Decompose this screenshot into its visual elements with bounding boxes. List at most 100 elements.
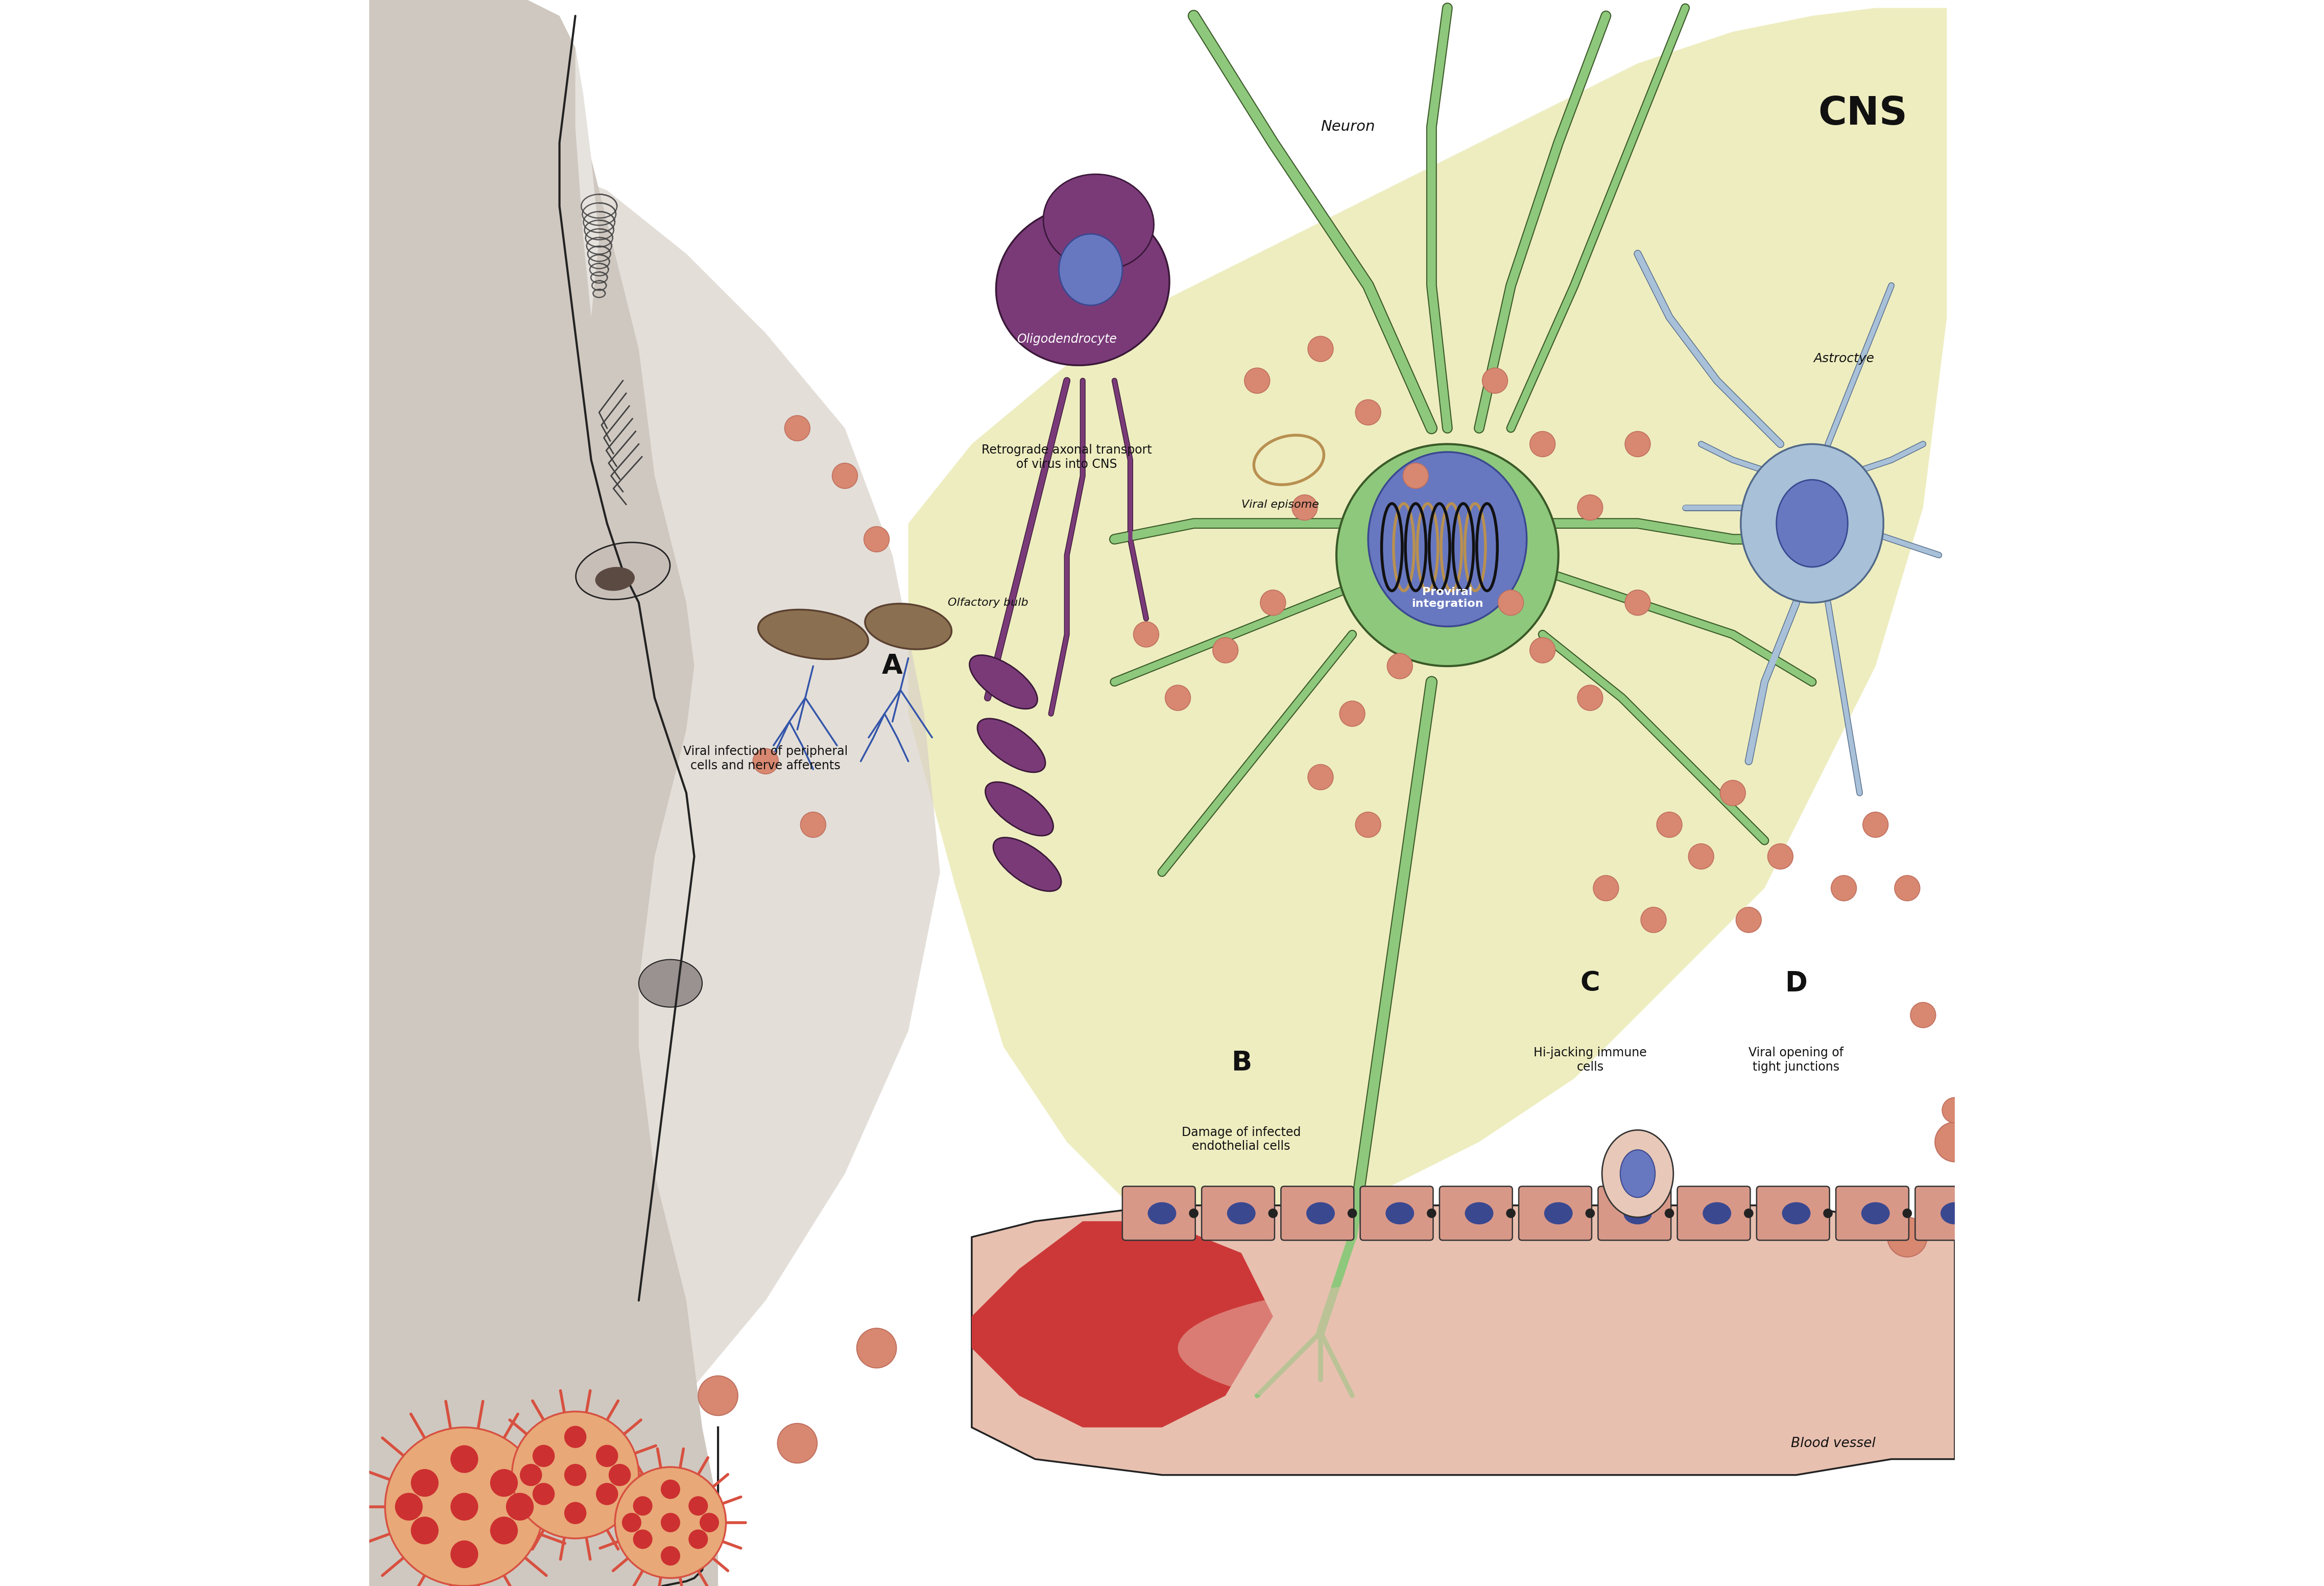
Ellipse shape <box>1506 1209 1515 1218</box>
Ellipse shape <box>1941 1202 1968 1224</box>
Ellipse shape <box>997 206 1169 365</box>
Text: Olfactory bulb: Olfactory bulb <box>948 598 1030 607</box>
Ellipse shape <box>1543 1202 1573 1224</box>
Ellipse shape <box>1387 653 1413 679</box>
Ellipse shape <box>697 1377 737 1416</box>
Ellipse shape <box>758 609 869 660</box>
Ellipse shape <box>1578 495 1604 520</box>
Ellipse shape <box>1703 1202 1731 1224</box>
Ellipse shape <box>565 1464 586 1486</box>
Text: Viral episome: Viral episome <box>1241 500 1320 509</box>
FancyBboxPatch shape <box>1678 1186 1750 1240</box>
Ellipse shape <box>992 837 1062 891</box>
Ellipse shape <box>688 1529 709 1550</box>
Text: C: C <box>1580 971 1599 996</box>
FancyBboxPatch shape <box>1122 1186 1195 1240</box>
Ellipse shape <box>1499 590 1525 615</box>
Text: Damage of infected
endothelial cells: Damage of infected endothelial cells <box>1181 1126 1301 1153</box>
Ellipse shape <box>1043 174 1153 270</box>
Ellipse shape <box>1641 907 1666 933</box>
Ellipse shape <box>1601 1131 1673 1218</box>
Ellipse shape <box>1308 336 1334 362</box>
Ellipse shape <box>1824 1209 1834 1218</box>
Ellipse shape <box>1292 495 1318 520</box>
Ellipse shape <box>1004 1245 1225 1388</box>
Text: A: A <box>883 653 904 679</box>
Text: Astroctye: Astroctye <box>1813 352 1873 365</box>
Polygon shape <box>576 48 600 317</box>
Text: Viral infection of peripheral
cells and nerve afferents: Viral infection of peripheral cells and … <box>683 745 848 772</box>
Polygon shape <box>909 8 1948 1237</box>
Ellipse shape <box>1529 638 1555 663</box>
Ellipse shape <box>632 1496 653 1516</box>
Ellipse shape <box>1134 622 1160 647</box>
Text: CNS: CNS <box>1817 95 1908 133</box>
Ellipse shape <box>1720 780 1745 806</box>
FancyBboxPatch shape <box>1520 1186 1592 1240</box>
Ellipse shape <box>1464 1202 1494 1224</box>
Ellipse shape <box>451 1540 479 1569</box>
Ellipse shape <box>1369 452 1527 626</box>
Ellipse shape <box>1887 1218 1927 1258</box>
Ellipse shape <box>1657 812 1683 837</box>
Ellipse shape <box>616 1467 725 1578</box>
Polygon shape <box>971 1205 1954 1475</box>
FancyBboxPatch shape <box>1599 1186 1671 1240</box>
Ellipse shape <box>978 718 1046 772</box>
Ellipse shape <box>688 1496 709 1516</box>
FancyBboxPatch shape <box>1202 1186 1274 1240</box>
Ellipse shape <box>1483 368 1508 393</box>
Ellipse shape <box>1894 875 1920 901</box>
Ellipse shape <box>1831 875 1857 901</box>
FancyBboxPatch shape <box>1360 1186 1434 1240</box>
Ellipse shape <box>490 1469 518 1497</box>
Ellipse shape <box>1348 1209 1357 1218</box>
Ellipse shape <box>595 566 634 592</box>
Ellipse shape <box>1743 1209 1752 1218</box>
Ellipse shape <box>1864 812 1887 837</box>
Ellipse shape <box>1355 812 1380 837</box>
FancyBboxPatch shape <box>1439 1186 1513 1240</box>
Ellipse shape <box>1624 590 1650 615</box>
Ellipse shape <box>623 1513 641 1532</box>
Ellipse shape <box>595 1483 618 1505</box>
Ellipse shape <box>865 604 951 649</box>
Ellipse shape <box>1624 1202 1652 1224</box>
Text: Hi-jacking immune
cells: Hi-jacking immune cells <box>1534 1047 1648 1074</box>
Ellipse shape <box>1936 1123 1975 1163</box>
Ellipse shape <box>1404 463 1429 488</box>
Ellipse shape <box>779 1424 818 1462</box>
Ellipse shape <box>1190 1209 1199 1218</box>
Ellipse shape <box>411 1516 439 1545</box>
Ellipse shape <box>1578 685 1604 711</box>
FancyBboxPatch shape <box>1281 1186 1355 1240</box>
Text: Retrograde axonal transport
of virus into CNS: Retrograde axonal transport of virus int… <box>981 444 1153 471</box>
Ellipse shape <box>411 1469 439 1497</box>
Ellipse shape <box>660 1513 681 1532</box>
Polygon shape <box>971 1221 1274 1427</box>
Ellipse shape <box>595 1445 618 1467</box>
Ellipse shape <box>1594 875 1618 901</box>
Ellipse shape <box>985 782 1053 836</box>
Ellipse shape <box>1243 368 1269 393</box>
Ellipse shape <box>1339 701 1364 726</box>
FancyBboxPatch shape <box>1757 1186 1829 1240</box>
Ellipse shape <box>1529 431 1555 457</box>
Ellipse shape <box>969 655 1037 709</box>
Ellipse shape <box>660 1480 681 1499</box>
Ellipse shape <box>1741 444 1882 603</box>
Ellipse shape <box>1664 1209 1673 1218</box>
Ellipse shape <box>1164 685 1190 711</box>
Ellipse shape <box>1910 1002 1936 1028</box>
Ellipse shape <box>865 527 890 552</box>
Ellipse shape <box>1862 1202 1889 1224</box>
Text: Proviral
integration: Proviral integration <box>1411 587 1483 609</box>
Ellipse shape <box>386 1427 544 1586</box>
Ellipse shape <box>1178 1277 1843 1419</box>
Text: Oligodendrocyte: Oligodendrocyte <box>1018 333 1118 346</box>
Ellipse shape <box>507 1492 535 1521</box>
Ellipse shape <box>632 1529 653 1550</box>
Ellipse shape <box>1620 1150 1655 1197</box>
Ellipse shape <box>490 1516 518 1545</box>
Ellipse shape <box>1690 844 1713 869</box>
